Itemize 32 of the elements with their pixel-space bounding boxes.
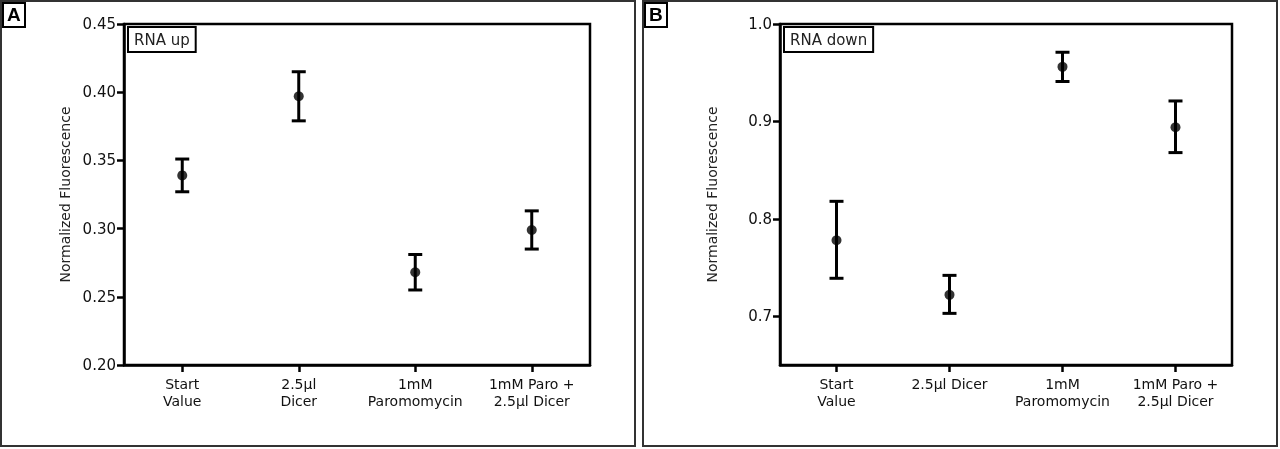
y-tick-label: 0.30 (82, 219, 116, 238)
x-tick-label: 1mM Paromomycin (367, 375, 463, 409)
point (944, 289, 955, 300)
y-axis-title: Normalized Fluorescence (704, 106, 720, 283)
y-tick-label: 0.7 (748, 307, 772, 326)
point (410, 267, 421, 278)
x-tick-label: 1mM Paromomycin (1015, 375, 1110, 409)
x-tick-label: Start Value (817, 375, 856, 409)
y-tick-label: 0.20 (82, 356, 116, 374)
point (293, 91, 304, 102)
point (831, 235, 842, 246)
point (526, 224, 537, 235)
y-tick-label: 0.45 (82, 15, 116, 33)
annotation: RNA down (790, 30, 868, 49)
y-tick-label: 0.9 (748, 112, 772, 131)
y-tick-label: 1.0 (748, 15, 772, 33)
y-tick-label: 0.35 (82, 151, 116, 170)
x-tick-label: 2.5µl Dicer (280, 375, 318, 409)
x-tick-label: Start Value (163, 375, 202, 409)
text: A (2, 2, 26, 28)
text: B (644, 2, 668, 28)
point (1170, 122, 1181, 133)
x-tick-label: 1mM Paro + 2.5µl Dicer (488, 375, 575, 409)
point (177, 170, 188, 181)
x-tick-label: 2.5µl Dicer (911, 375, 988, 392)
point (1057, 61, 1068, 72)
y-tick-label: 0.8 (748, 209, 772, 228)
x-tick-label: 1mM Paro + 2.5µl Dicer (1132, 375, 1219, 409)
y-tick-label: 0.25 (82, 287, 116, 306)
y-axis-title: Normalized Fluorescence (56, 106, 73, 283)
y-tick-label: 0.40 (82, 83, 116, 102)
annotation: RNA up (134, 30, 190, 49)
